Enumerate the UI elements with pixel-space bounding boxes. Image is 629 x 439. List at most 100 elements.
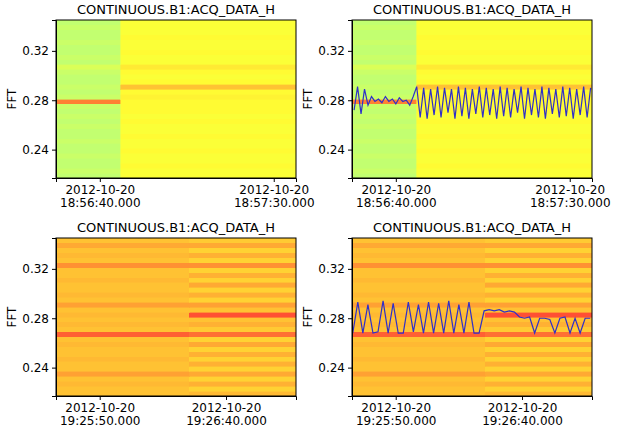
heatmap-cell xyxy=(56,124,121,129)
heatmap-cell xyxy=(417,119,592,124)
heatmap-cell xyxy=(417,55,592,60)
y-tick: 0.32 xyxy=(22,262,56,276)
heatmap-cell xyxy=(121,124,296,129)
x-tick-mark xyxy=(396,396,397,400)
panel: 2012-10-2018:56:40.0002012-10-2018:57:30… xyxy=(5,2,315,210)
heatmap-cell xyxy=(417,79,592,84)
heatmap-cell xyxy=(352,278,485,283)
heatmap-cell xyxy=(417,35,592,40)
y-tick: 0.28 xyxy=(22,312,56,326)
heatmap-cell xyxy=(56,273,189,278)
heatmap-cell xyxy=(485,381,592,386)
heatmap-cell xyxy=(352,287,485,292)
heatmap-cell xyxy=(121,143,296,148)
y-axis: 0.240.280.32 xyxy=(318,239,352,397)
heatmap-cell xyxy=(56,119,121,124)
heatmap-cell xyxy=(352,386,485,391)
y-tick-mark xyxy=(52,318,56,319)
panel: 2012-10-2019:25:50.000 2012-10-2019:26:40… xyxy=(301,220,593,428)
heatmap-cell xyxy=(352,89,417,94)
heatmap-cell xyxy=(189,317,296,322)
heatmap-cell xyxy=(485,297,592,302)
heatmap-cell xyxy=(352,376,485,381)
x-tick-mark xyxy=(570,178,571,182)
heatmap-cell xyxy=(189,307,296,312)
y-axis-line xyxy=(348,21,353,179)
heatmap-cell xyxy=(121,69,296,74)
heatmap-cell xyxy=(485,292,592,297)
heatmap-cell xyxy=(485,332,592,337)
heatmap-cell xyxy=(352,371,485,376)
heatmap-cell xyxy=(189,253,296,258)
y-tick-label: 0.32 xyxy=(22,262,49,276)
heatmap-cell xyxy=(56,248,189,253)
heatmap-cell xyxy=(417,50,592,55)
heatmap-cell xyxy=(352,381,485,386)
heatmap-cell xyxy=(189,258,296,263)
heatmap-cell xyxy=(56,253,189,258)
heatmap-cell xyxy=(121,79,296,84)
heatmap-cell xyxy=(56,79,121,84)
heatmap-cell xyxy=(352,357,485,362)
y-tick: 0.24 xyxy=(22,361,56,375)
heatmap-cell xyxy=(417,158,592,163)
heatmap-cell xyxy=(121,89,296,94)
x-tick-label: 2012-10-2018:56:40.000 xyxy=(356,183,437,211)
heatmap-cell xyxy=(121,114,296,119)
heatmap-cell xyxy=(417,168,592,173)
heatmap-cell xyxy=(56,40,121,45)
heatmap-cell xyxy=(417,40,592,45)
x-tick: 2012-10-2019:25:50.000 xyxy=(356,396,437,428)
heatmap-cell xyxy=(189,292,296,297)
x-tick-label: 2012-10-2019:26:40.000 xyxy=(186,401,267,429)
chart-svg: 2012-10-2018:56:40.000 2012-10-2018:57:30… xyxy=(0,0,629,439)
heatmap-cell xyxy=(121,148,296,153)
panel-title: CONTINUOUS.B1:ACQ_DATA_H xyxy=(373,2,571,17)
y-axis: 0.24 0.28 0.32 xyxy=(318,21,352,179)
x-tick: 2012-10-2019:26:40.000 xyxy=(482,396,563,428)
y-tick-label: 0.24 xyxy=(318,143,345,157)
y-tick-label: 0.28 xyxy=(318,94,345,108)
x-tick: 2012-10-2019:26:40.000 xyxy=(186,396,267,428)
y-tick-label: 0.32 xyxy=(22,44,49,58)
panel: 2012-10-2019:25:50.0002012-10-2019:26:40… xyxy=(5,220,297,428)
heatmap-cell xyxy=(352,25,417,30)
heatmap-cell xyxy=(417,20,592,25)
heatmap-cell xyxy=(56,143,121,148)
heatmap-cell xyxy=(352,139,417,144)
plot-frame xyxy=(352,20,592,178)
heatmap-cell xyxy=(352,148,417,153)
y-tick: 0.32 xyxy=(318,44,352,58)
heatmap-cell xyxy=(56,361,189,366)
heatmap-cell xyxy=(352,129,417,134)
heatmap-cell xyxy=(352,243,485,248)
y-tick: 0.24 xyxy=(318,143,352,157)
heatmap-cell xyxy=(485,352,592,357)
heatmap-cell xyxy=(56,386,189,391)
heatmap-cell xyxy=(417,84,592,89)
heatmap-cell xyxy=(352,273,485,278)
heatmap-cell xyxy=(56,312,189,317)
heatmap-cell xyxy=(485,282,592,287)
heatmap-cell xyxy=(121,168,296,173)
heatmap-cell xyxy=(352,248,485,253)
heatmap-cell xyxy=(121,30,296,35)
heatmap-cell xyxy=(352,45,417,50)
heatmap-cell xyxy=(485,371,592,376)
heatmap-cell xyxy=(485,342,592,347)
heatmap-cell xyxy=(417,30,592,35)
x-tick: 2012-10-2018:57:30.000 xyxy=(234,178,315,210)
heatmap-cell xyxy=(56,60,121,65)
heatmap-cell xyxy=(56,268,189,273)
heatmap-cell xyxy=(56,89,121,94)
heatmap-cell xyxy=(352,143,417,148)
y-tick-mark xyxy=(52,150,56,151)
heatmap-cell xyxy=(56,74,121,79)
x-tick-label: 2012-10-2019:26:40.000 xyxy=(482,401,563,429)
heatmap-cell xyxy=(121,25,296,30)
heatmap-cell xyxy=(189,263,296,268)
heatmap-cell xyxy=(352,297,485,302)
x-axis-line xyxy=(353,397,593,401)
heatmap-cell xyxy=(352,173,417,178)
heatmap-cell xyxy=(56,173,121,178)
